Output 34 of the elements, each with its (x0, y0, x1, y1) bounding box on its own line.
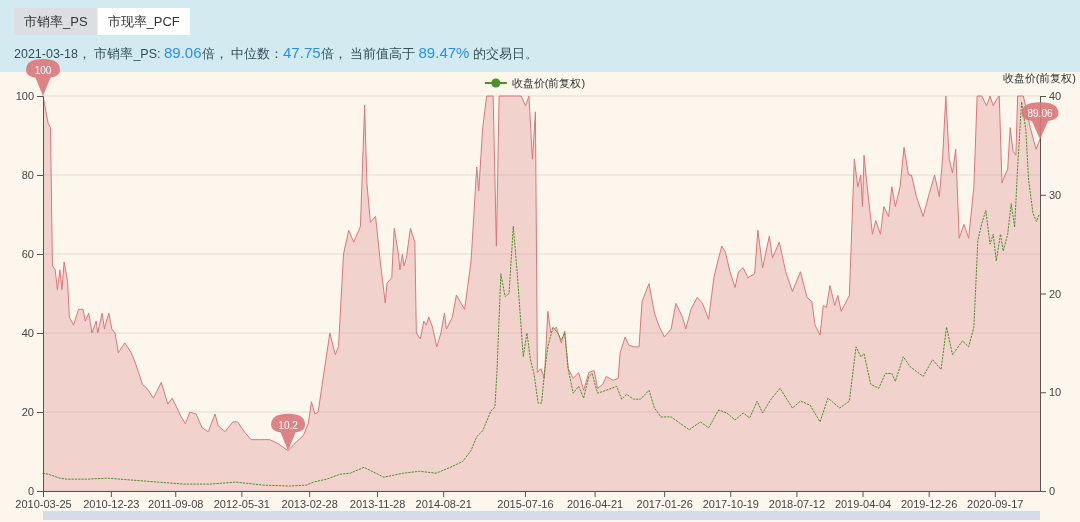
y2-tick-label: 0 (1049, 485, 1056, 498)
x-tick-label: 2020-09-17 (967, 497, 1024, 510)
x-tick-label: 2017-10-19 (702, 497, 759, 510)
chart-subtitle: 2021-03-18， 市销率_PS: 89.06倍， 中位数：47.75倍， 当前值高于 89.47% 的交易日。 (14, 44, 538, 61)
y2-tick-label: 10 (1049, 386, 1062, 399)
x-tick-label: 2017-01-26 (636, 497, 693, 510)
y-tick-label: 80 (21, 169, 34, 182)
legend-label: 收盘价(前复权) (511, 77, 586, 89)
x-tick-label: 2013-11-28 (349, 497, 406, 510)
annotation: 100 (34, 65, 52, 76)
text: 市销率_PS (24, 14, 88, 29)
text: 市现率_PCF (107, 14, 180, 29)
x-tick-label: 2013-02-28 (281, 497, 338, 510)
y2-tick-label: 40 (1049, 90, 1062, 103)
x-tick-label: 2010-03-25 (15, 497, 72, 510)
y-tick-label: 0 (27, 485, 34, 498)
y-tick-label: 100 (15, 90, 34, 103)
x-tick-label: 2018-07-12 (768, 497, 826, 510)
y-tick-label: 60 (21, 248, 34, 261)
x-tick-label: 2019-04-04 (834, 497, 892, 510)
annotation: 89.06 (1027, 108, 1053, 120)
x-tick-label: 2010-12-23 (83, 497, 140, 510)
annotation: 10.2 (278, 419, 299, 431)
x-tick-label: 2011-09-08 (148, 497, 204, 510)
x-tick-label: 2014-08-21 (415, 497, 472, 510)
x-tick-label: 2019-12-26 (901, 497, 958, 510)
y2-tick-label: 20 (1049, 287, 1062, 300)
y-tick-label: 40 (21, 327, 34, 340)
x-tick-label: 2016-04-21 (566, 497, 624, 510)
y2-tick-label: 30 (1049, 188, 1062, 201)
y2-axis-title: 收盘价(前复权) (1002, 72, 1076, 84)
x-tick-label: 2012-05-31 (213, 497, 270, 510)
x-tick-label: 2015-07-16 (497, 497, 554, 510)
y-tick-label: 20 (21, 406, 34, 419)
